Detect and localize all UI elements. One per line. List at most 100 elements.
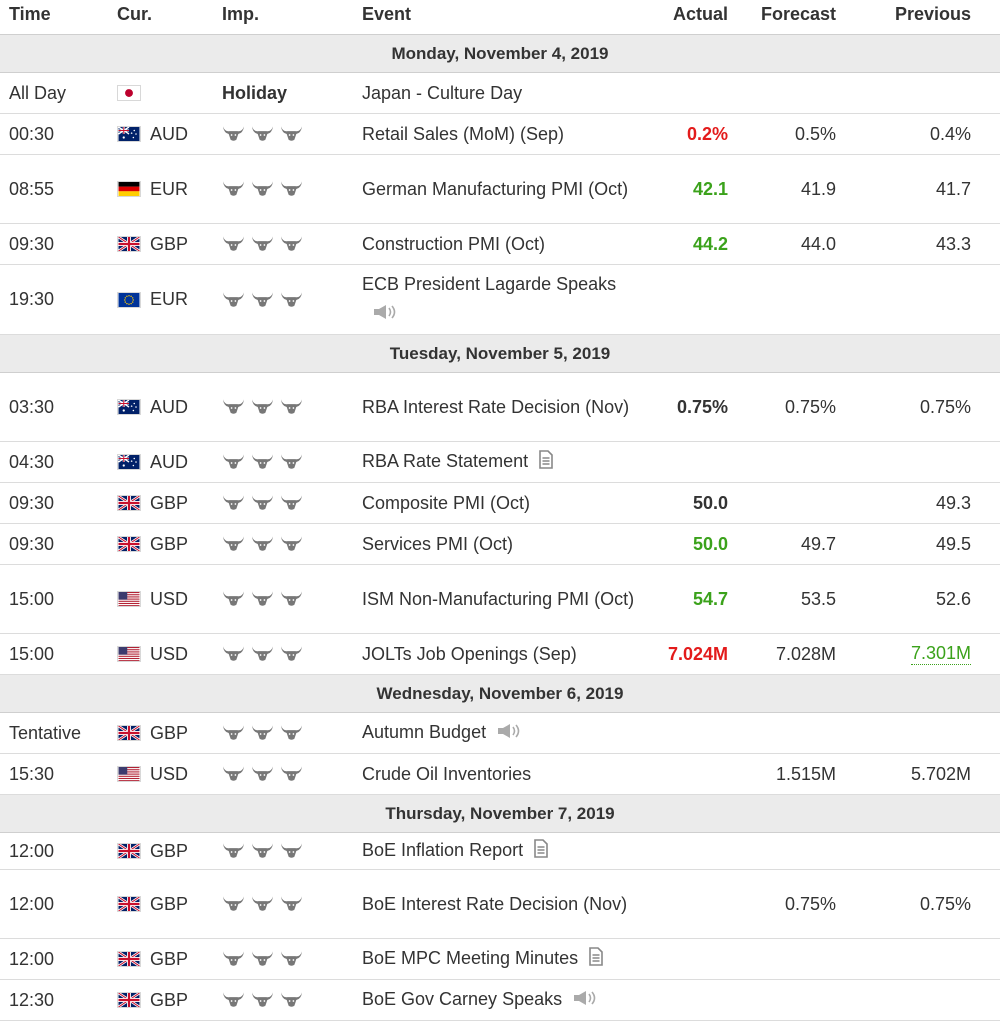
event-row[interactable]: 09:30 GBP Services PMI (Oct) 50.0 49.7 49.5 [0, 524, 1000, 565]
header-importance[interactable]: Imp. [222, 4, 260, 24]
event-name[interactable]: BoE Inflation Report [362, 840, 524, 861]
importance-cell [222, 713, 303, 753]
bull-icon [222, 291, 245, 309]
event-row[interactable]: 12:00 GBP BoE Interest Rate Decision (Nov)… [0, 870, 1000, 939]
bull-icon [251, 991, 274, 1009]
event-cell[interactable]: Composite PMI (Oct) [362, 483, 652, 523]
event-cell[interactable]: RBA Interest Rate Decision (Nov) [362, 373, 652, 441]
document-icon[interactable] [538, 448, 554, 478]
event-row[interactable]: 04:30 AUD RBA Rate Statement [0, 442, 1000, 483]
bull-icon [251, 590, 274, 608]
us-flag-icon [117, 766, 141, 782]
event-row[interactable]: 12:30 GBP BoE Gov Carney Speaks [0, 980, 1000, 1021]
previous-value: 0.75% [920, 373, 971, 441]
previous-value: 7.301M [910, 634, 971, 674]
forecast-value: 49.7 [800, 533, 836, 554]
event-cell[interactable]: JOLTs Job Openings (Sep) [362, 634, 652, 674]
header-currency[interactable]: Cur. [117, 4, 153, 24]
forecast-value: 0.75% [784, 893, 836, 914]
bull-icon [280, 535, 303, 553]
speaker-icon[interactable] [372, 300, 400, 330]
event-name[interactable]: Composite PMI (Oct) [362, 493, 531, 513]
event-cell[interactable]: German Manufacturing PMI (Oct) [362, 155, 652, 223]
event-name[interactable]: German Manufacturing PMI (Oct) [362, 179, 629, 199]
event-time: 09:30 [9, 533, 55, 554]
bull-icon [222, 180, 245, 198]
event-name[interactable]: BoE MPC Meeting Minutes [362, 948, 579, 969]
gb-flag-icon [117, 236, 141, 252]
event-cell[interactable]: Construction PMI (Oct) [362, 224, 652, 264]
bull-icon [251, 950, 274, 968]
currency-code: GBP [150, 533, 189, 554]
event-cell[interactable]: BoE Inflation Report [362, 833, 652, 869]
event-cell[interactable]: Japan - Culture Day [362, 73, 652, 113]
event-name[interactable]: Japan - Culture Day [362, 83, 523, 103]
event-name[interactable]: ECB President Lagarde Speaks [362, 273, 617, 294]
event-time: 12:30 [9, 989, 55, 1010]
importance-cell [222, 155, 303, 223]
document-icon[interactable] [588, 945, 604, 975]
event-row[interactable]: 03:30 AUD RBA Interest Rate Decision (Nov)… [0, 373, 1000, 442]
event-row[interactable]: 08:55 EUR German Manufacturing PMI (Oct) 42… [0, 155, 1000, 224]
bull-icon [251, 398, 274, 416]
event-cell[interactable]: BoE Gov Carney Speaks [362, 980, 652, 1020]
event-name[interactable]: RBA Interest Rate Decision (Nov) [362, 397, 630, 417]
event-cell[interactable]: RBA Rate Statement [362, 442, 652, 482]
au-flag-icon [117, 399, 141, 415]
event-row[interactable]: 12:00 GBP BoE Inflation Report [0, 833, 1000, 870]
header-time[interactable]: Time [9, 4, 51, 24]
event-name[interactable]: JOLTs Job Openings (Sep) [362, 644, 577, 664]
bull-icon [280, 765, 303, 783]
importance-cell [222, 939, 303, 979]
event-cell[interactable]: Crude Oil Inventories [362, 754, 652, 794]
bull-icon [222, 895, 245, 913]
importance-cell [222, 634, 303, 674]
event-row[interactable]: 09:30 GBP Composite PMI (Oct) 50.0 49.3 [0, 483, 1000, 524]
event-time: 04:30 [9, 451, 55, 472]
bull-icon [222, 724, 245, 742]
currency-code: GBP [150, 722, 189, 743]
actual-value: 0.2% [686, 123, 728, 144]
document-icon[interactable] [533, 837, 549, 867]
event-row[interactable]: 15:00 USD ISM Non-Manufacturing PMI (Oct) 5… [0, 565, 1000, 634]
event-name[interactable]: ISM Non-Manufacturing PMI (Oct) [362, 589, 635, 609]
forecast-value: 0.5% [794, 123, 836, 144]
event-row[interactable]: 15:30 USD Crude Oil Inventories 1.515M 5.702… [0, 754, 1000, 795]
bull-icon [280, 590, 303, 608]
event-name[interactable]: Retail Sales (MoM) (Sep) [362, 124, 565, 144]
event-row[interactable]: 09:30 GBP Construction PMI (Oct) 44.2 44.0 43… [0, 224, 1000, 265]
bull-icon [222, 125, 245, 143]
currency-cell: USD [117, 634, 188, 674]
event-row[interactable]: 12:00 GBP BoE MPC Meeting Minutes [0, 939, 1000, 980]
event-row[interactable]: 00:30 AUD Retail Sales (MoM) (Sep) 0.2% 0.5%… [0, 114, 1000, 155]
event-cell[interactable]: Retail Sales (MoM) (Sep) [362, 114, 652, 154]
event-name[interactable]: Autumn Budget [362, 722, 487, 743]
event-name[interactable]: Crude Oil Inventories [362, 764, 532, 784]
header-previous[interactable]: Previous [894, 4, 971, 24]
event-cell[interactable]: ECB President Lagarde Speaks [362, 265, 652, 334]
currency-code: GBP [150, 893, 189, 914]
event-cell[interactable]: ISM Non-Manufacturing PMI (Oct) [362, 565, 652, 633]
bull-icon [280, 398, 303, 416]
event-cell[interactable]: BoE Interest Rate Decision (Nov) [362, 870, 652, 938]
event-row[interactable]: 15:00 USD JOLTs Job Openings (Sep) 7.024M 7.… [0, 634, 1000, 675]
speaker-icon[interactable] [496, 719, 524, 749]
event-cell[interactable]: Services PMI (Oct) [362, 524, 652, 564]
event-name[interactable]: BoE Interest Rate Decision (Nov) [362, 894, 628, 914]
event-row[interactable]: All Day Holiday Japan - Culture Day [0, 73, 1000, 114]
header-forecast[interactable]: Forecast [760, 4, 836, 24]
event-name[interactable]: Services PMI (Oct) [362, 534, 514, 554]
event-cell[interactable]: BoE MPC Meeting Minutes [362, 939, 652, 979]
event-row[interactable]: 19:30 EUR ECB President Lagarde Speaks [0, 265, 1000, 335]
event-row[interactable]: Tentative GBP Autumn Budget [0, 713, 1000, 754]
header-actual[interactable]: Actual [672, 4, 728, 24]
speaker-icon[interactable] [572, 986, 600, 1016]
currency-cell: GBP [117, 833, 188, 869]
header-event[interactable]: Event [362, 4, 412, 24]
event-cell[interactable]: Autumn Budget [362, 713, 652, 753]
event-name[interactable]: Construction PMI (Oct) [362, 234, 546, 254]
event-name[interactable]: RBA Rate Statement [362, 451, 529, 472]
bull-icon [280, 950, 303, 968]
event-name[interactable]: BoE Gov Carney Speaks [362, 989, 563, 1010]
previous-value: 52.6 [936, 565, 971, 633]
